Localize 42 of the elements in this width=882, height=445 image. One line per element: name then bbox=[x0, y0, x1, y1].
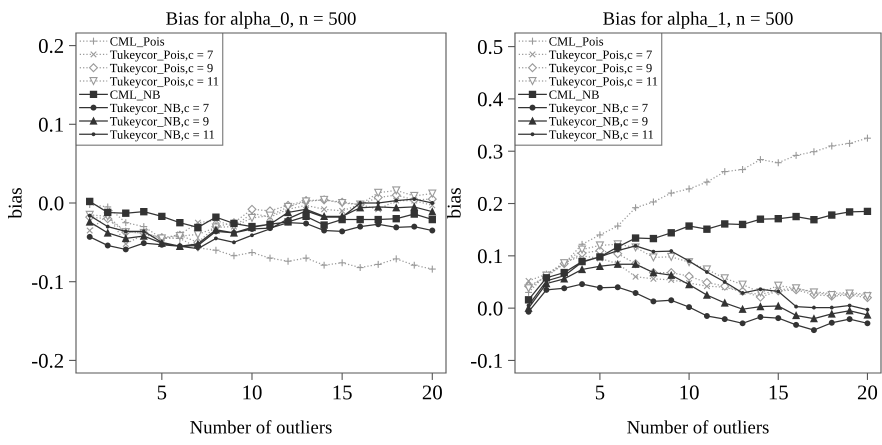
legend-label: Tukeycor_NB,c = 7 bbox=[548, 103, 648, 115]
y-tick-label: 0.2 bbox=[38, 38, 64, 54]
y-tick-label: 0.0 bbox=[38, 196, 64, 211]
legend-label: CML_Pois bbox=[110, 37, 164, 48]
legend-label: Tukeycor_NB,c = 7 bbox=[110, 103, 209, 115]
x-tick-label: 15 bbox=[770, 386, 788, 400]
x-tick-label: 10 bbox=[243, 385, 262, 400]
chart-title: Bias for alpha_0, n = 500 bbox=[166, 11, 356, 29]
x-tick-label: 5 bbox=[158, 386, 166, 400]
y-axis-title: bias bbox=[447, 188, 461, 219]
x-tick-label: 20 bbox=[858, 385, 878, 400]
chart-title: Bias for alpha_1, n = 500 bbox=[603, 11, 793, 29]
legend-label: CML_NB bbox=[110, 90, 160, 100]
y-tick-label: 0.1 bbox=[478, 249, 502, 264]
y-tick-label: 0.0 bbox=[478, 302, 502, 316]
y-tick-label: -0.1 bbox=[470, 354, 502, 368]
y-tick-label: 0.4 bbox=[478, 92, 503, 106]
x-tick-label: 5 bbox=[596, 386, 604, 400]
legend-label: Tukeycor_Pois,c = 11 bbox=[110, 76, 218, 88]
legend-label: Tukeycor_Pois,c = 9 bbox=[110, 63, 213, 75]
legend-label: Tukeycor_NB,c = 11 bbox=[110, 130, 214, 142]
x-tick-label: 20 bbox=[422, 385, 442, 400]
legend-label: CML_Pois bbox=[549, 37, 604, 48]
legend-label: CML_NB bbox=[549, 90, 599, 100]
legend-label: Tukeycor_NB,c = 11 bbox=[548, 130, 654, 142]
legend-label: Tukeycor_Pois,c = 7 bbox=[548, 50, 652, 62]
x-tick-label: 15 bbox=[334, 386, 352, 400]
x-axis-title: Number of outliers bbox=[627, 420, 769, 434]
legend-label: Tukeycor_Pois,c = 9 bbox=[548, 63, 652, 75]
y-tick-label: 0.3 bbox=[478, 144, 502, 159]
y-axis-title: bias bbox=[8, 188, 22, 219]
legend-label: Tukeycor_Pois,c = 11 bbox=[548, 76, 658, 88]
legend-label: Tukeycor_NB,c = 9 bbox=[548, 116, 648, 128]
x-tick-label: 10 bbox=[680, 385, 699, 400]
y-tick-label: 0.2 bbox=[478, 196, 502, 212]
y-tick-label: 0.5 bbox=[478, 40, 502, 54]
legend-label: Tukeycor_Pois,c = 7 bbox=[110, 50, 213, 62]
y-tick-label: -0.1 bbox=[32, 275, 63, 290]
x-axis-title: Number of outliers bbox=[190, 420, 332, 434]
y-tick-label: 0.1 bbox=[38, 118, 63, 132]
y-tick-label: -0.2 bbox=[32, 354, 64, 368]
legend-label: Tukeycor_NB,c = 9 bbox=[110, 116, 209, 128]
